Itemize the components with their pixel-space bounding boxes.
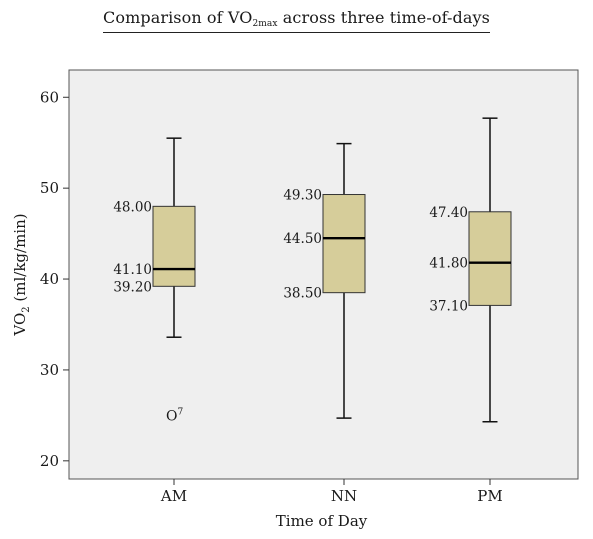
label-median: 41.80 xyxy=(429,256,468,272)
y-axis-label-subscript: 2 xyxy=(21,306,32,312)
y-tick-label: 60 xyxy=(40,88,59,106)
y-axis-label-prefix: VO xyxy=(11,313,29,337)
box-pm: 47.40 41.80 37.10 xyxy=(429,117,512,423)
y-tick-label: 30 xyxy=(40,361,59,379)
chart-title: Comparison of VO2max across three time-o… xyxy=(103,8,490,33)
chart-title-suffix: across three time-of-days xyxy=(277,8,490,27)
outlier-case-label: 7 xyxy=(177,407,183,417)
label-median: 44.50 xyxy=(283,231,322,247)
box-nn: 49.30 44.50 38.50 xyxy=(283,142,366,419)
outlier-marker: O7 xyxy=(166,407,183,424)
label-q1: 38.50 xyxy=(283,286,322,302)
iqr-box xyxy=(152,205,196,287)
y-axis-label: VO2 (ml/kg/min) xyxy=(11,213,32,336)
x-tick-label: AM xyxy=(160,487,187,505)
label-q3: 47.40 xyxy=(429,205,468,221)
x-axis-label: Time of Day xyxy=(276,512,368,530)
x-tick-label: PM xyxy=(477,487,502,505)
y-tick-label: 20 xyxy=(40,452,59,470)
y-tick-label: 50 xyxy=(40,179,59,197)
x-tick-label: NN xyxy=(331,487,357,505)
label-median: 41.10 xyxy=(113,262,152,278)
iqr-box xyxy=(468,211,512,306)
chart-title-wrap: Comparison of VO2max across three time-o… xyxy=(0,8,593,33)
label-q3: 48.00 xyxy=(113,199,152,215)
y-tick-label: 40 xyxy=(40,270,59,288)
label-q1: 37.10 xyxy=(429,298,468,314)
label-q1: 39.20 xyxy=(113,279,152,295)
outlier-symbol: O xyxy=(166,408,177,424)
chart-title-subscript: 2max xyxy=(252,19,278,29)
y-axis-label-suffix: (ml/kg/min) xyxy=(11,213,29,306)
iqr-box xyxy=(322,194,366,294)
label-q3: 49.30 xyxy=(283,188,322,204)
chart-title-prefix: Comparison of VO xyxy=(103,8,253,27)
